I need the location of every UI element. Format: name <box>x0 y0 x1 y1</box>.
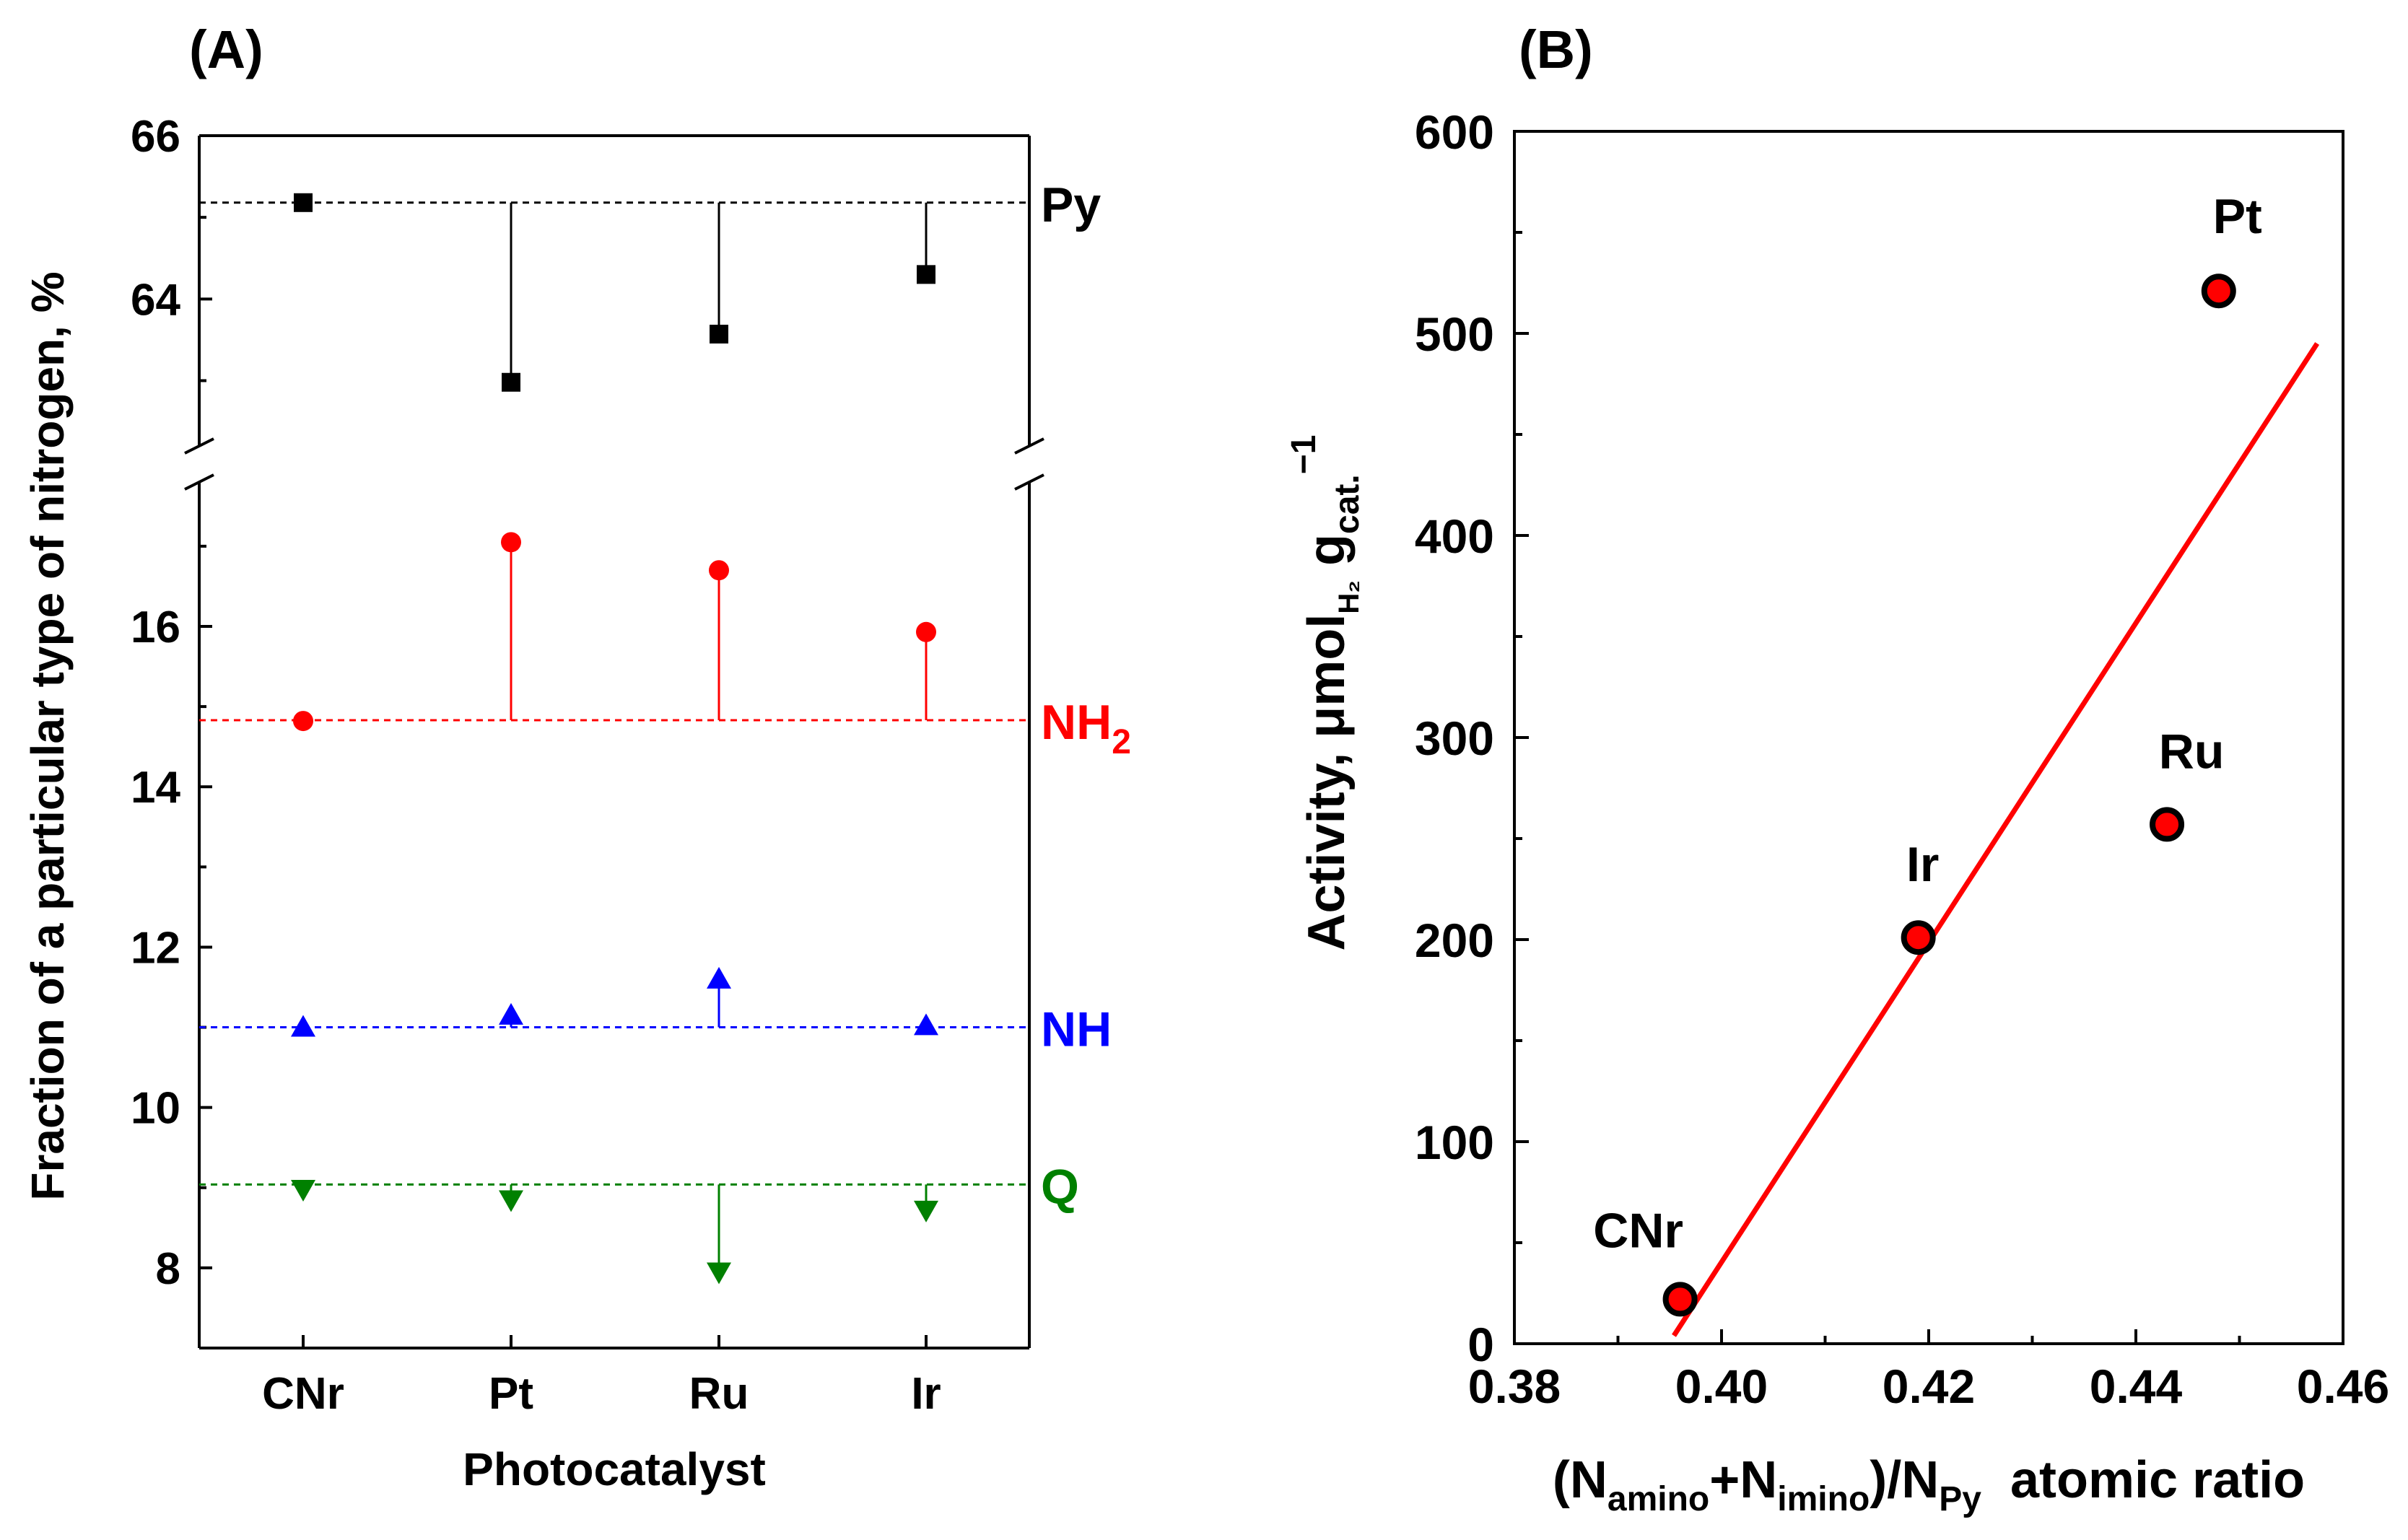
y-tick-label: 0 <box>1467 1318 1494 1371</box>
square-marker <box>917 265 935 284</box>
triangle-up-marker <box>291 1015 315 1037</box>
circle-marker <box>916 621 936 642</box>
square-marker <box>502 372 520 392</box>
y-tick-label: 200 <box>1415 914 1494 967</box>
panel-a-ticks: 64 66 8 10 12 14 16 CNr Pt Ru Ir <box>131 112 941 1419</box>
x-tick-label: CNr <box>262 1369 344 1419</box>
series-label: Q <box>1041 1159 1079 1214</box>
panel-b-points: CNr Ir Ru Pt <box>1593 189 2262 1317</box>
panel-a-x-axis-title: Photocatalyst <box>463 1443 766 1495</box>
data-point <box>1901 920 1936 955</box>
panel-a-series-labels: Py NH2 NH Q <box>1041 178 1131 1215</box>
panel-b-label: (B) <box>1519 19 1593 79</box>
panel-a-stems <box>510 202 928 1272</box>
fit-line <box>1672 342 2320 1337</box>
y-tick-label: 600 <box>1415 105 1494 159</box>
y-tick-label: 64 <box>131 275 180 325</box>
x-tick-label: Ru <box>689 1369 749 1419</box>
square-marker <box>294 193 313 212</box>
y-tick-label: 12 <box>131 923 180 973</box>
x-tick-label: Pt <box>489 1369 533 1419</box>
y-tick-label: 400 <box>1415 509 1494 563</box>
axis-break-right <box>1014 437 1044 491</box>
square-marker <box>710 324 728 344</box>
x-tick-label: 0.46 <box>2297 1360 2389 1413</box>
triangle-up-marker <box>707 966 731 989</box>
x-tick-label: 0.38 <box>1468 1360 1561 1413</box>
circle-marker <box>293 711 313 732</box>
y-tick-label: 66 <box>131 112 180 162</box>
triangle-down-marker <box>291 1180 315 1202</box>
x-tick-label: Ir <box>911 1369 941 1419</box>
point-label: Ir <box>1906 837 1939 892</box>
triangle-down-marker <box>499 1190 523 1212</box>
series-label: NH2 <box>1041 695 1131 761</box>
x-tick-label: 0.42 <box>1883 1360 1975 1413</box>
panel-b-x-axis-title: (Namino+Nimino)/NPy atomic ratio <box>1553 1451 2305 1518</box>
panel-b-fit-line <box>1672 342 2320 1337</box>
series-label: NH <box>1041 1002 1112 1057</box>
panel-a-label: (A) <box>189 19 263 79</box>
y-tick-label: 8 <box>156 1244 180 1294</box>
y-tick-label: 14 <box>131 763 180 813</box>
point-label: Ru <box>2159 724 2225 779</box>
x-tick-label: 0.40 <box>1675 1360 1768 1413</box>
data-point <box>2150 807 2185 842</box>
data-point <box>2201 274 2236 309</box>
triangle-down-marker <box>707 1262 731 1285</box>
y-tick-label: 16 <box>131 603 180 652</box>
panel-b: (B) 0.38 0.40 0.42 0.44 0.46 0 100 200 300 400 500… <box>1285 19 2389 1518</box>
y-tick-label: 300 <box>1415 712 1494 765</box>
y-tick-label: 10 <box>131 1084 180 1134</box>
panel-b-ticks: 0.38 0.40 0.42 0.44 0.46 0 100 200 300 400 500 600 <box>1415 105 2389 1413</box>
y-tick-label: 500 <box>1415 307 1494 361</box>
y-tick-label: 100 <box>1415 1116 1494 1169</box>
panel-a: (A) 64 66 8 10 12 14 16 CNr Pt Ru Ir Py NH2 NH Q Phot… <box>22 19 1131 1495</box>
panel-a-y-axis-title: Fraction of a particular type of nitroge… <box>22 271 74 1200</box>
point-label: Pt <box>2213 189 2262 244</box>
circle-marker <box>501 532 521 553</box>
triangle-up-marker <box>499 1002 523 1025</box>
panel-a-markers <box>291 193 938 1285</box>
panel-a-reference-lines <box>199 201 1029 1186</box>
series-label: Py <box>1041 178 1101 232</box>
axis-break-left <box>184 437 214 491</box>
triangle-down-marker <box>914 1200 938 1222</box>
point-label: CNr <box>1593 1203 1683 1258</box>
x-tick-label: 0.44 <box>2090 1360 2183 1413</box>
data-point <box>1662 1282 1698 1317</box>
triangle-up-marker <box>914 1013 938 1036</box>
panel-b-y-axis-title: Activity, μmolH₂ gcat.−1 <box>1285 435 1366 951</box>
circle-marker <box>709 560 729 581</box>
